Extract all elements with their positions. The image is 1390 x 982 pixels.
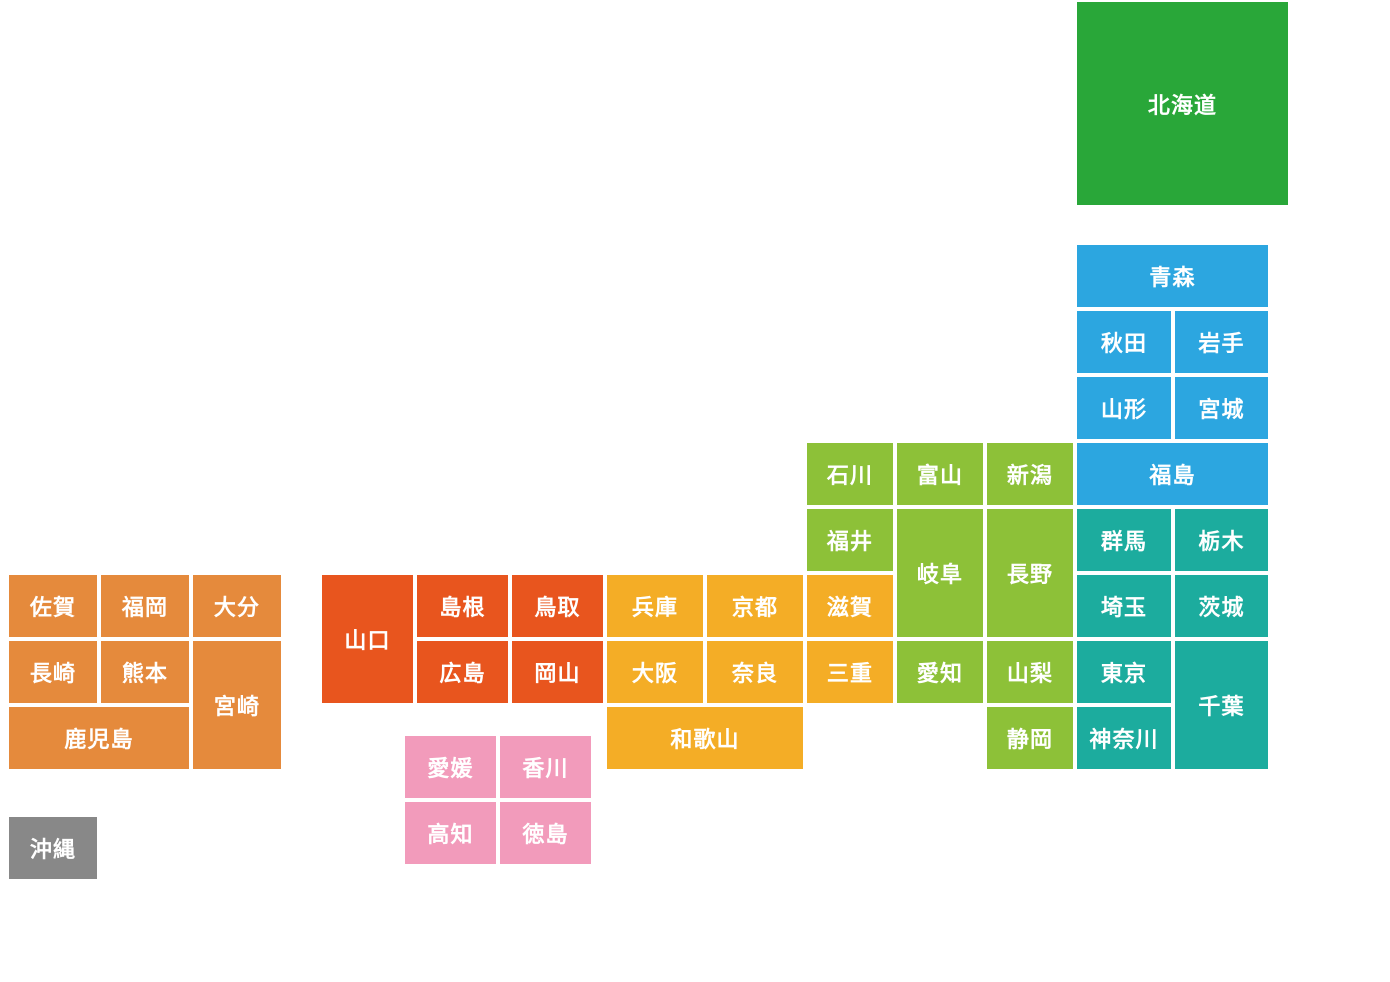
prefecture-kyoto[interactable]: 京都 <box>705 573 805 639</box>
prefecture-hiroshima[interactable]: 広島 <box>415 639 510 705</box>
prefecture-akita[interactable]: 秋田 <box>1075 309 1173 375</box>
prefecture-label: 三重 <box>827 656 873 688</box>
prefecture-label: 岩手 <box>1198 326 1244 358</box>
prefecture-saitama[interactable]: 埼玉 <box>1075 573 1173 639</box>
prefecture-label: 大阪 <box>632 656 678 688</box>
prefecture-gunma[interactable]: 群馬 <box>1075 507 1173 573</box>
prefecture-label: 京都 <box>732 590 778 622</box>
prefecture-label: 宮崎 <box>214 689 260 721</box>
prefecture-okayama[interactable]: 岡山 <box>510 639 605 705</box>
prefecture-label: 香川 <box>522 751 568 783</box>
prefecture-label: 鹿児島 <box>64 722 133 754</box>
prefecture-label: 神奈川 <box>1089 722 1158 754</box>
prefecture-tochigi[interactable]: 栃木 <box>1173 507 1270 573</box>
prefecture-label: 長崎 <box>30 656 76 688</box>
prefecture-label: 山梨 <box>1007 656 1053 688</box>
prefecture-label: 茨城 <box>1198 590 1244 622</box>
prefecture-aomori[interactable]: 青森 <box>1075 243 1270 309</box>
prefecture-saga[interactable]: 佐賀 <box>7 573 99 639</box>
prefecture-label: 奈良 <box>732 656 778 688</box>
prefecture-nagano[interactable]: 長野 <box>985 507 1075 639</box>
prefecture-gifu[interactable]: 岐阜 <box>895 507 985 639</box>
prefecture-label: 滋賀 <box>827 590 873 622</box>
prefecture-label: 埼玉 <box>1101 590 1147 622</box>
prefecture-label: 栃木 <box>1198 524 1244 556</box>
prefecture-ishikawa[interactable]: 石川 <box>805 441 895 507</box>
japan-prefecture-tilemap: 北海道青森秋田 岩手山形 宮城福島群馬 栃木埼玉 茨城東京千葉神奈川 石川 富山 新潟福井岐阜… <box>0 0 1390 982</box>
prefecture-label: 徳島 <box>522 817 568 849</box>
prefecture-label: 佐賀 <box>30 590 76 622</box>
prefecture-label: 兵庫 <box>632 590 678 622</box>
prefecture-aichi[interactable]: 愛知 <box>895 639 985 705</box>
prefecture-yamanashi[interactable]: 山梨 <box>985 639 1075 705</box>
prefecture-label: 石川 <box>827 458 873 490</box>
prefecture-label: 静岡 <box>1007 722 1053 754</box>
prefecture-iwate[interactable]: 岩手 <box>1173 309 1270 375</box>
prefecture-mie[interactable]: 三重 <box>805 639 895 705</box>
prefecture-kagoshima[interactable]: 鹿児島 <box>7 705 191 771</box>
prefecture-fukuoka[interactable]: 福岡 <box>99 573 191 639</box>
prefecture-kochi[interactable]: 高知 <box>403 800 498 866</box>
prefecture-hyogo[interactable]: 兵庫 <box>605 573 705 639</box>
prefecture-toyama[interactable]: 富山 <box>895 441 985 507</box>
prefecture-wakayama[interactable]: 和歌山 <box>605 705 805 771</box>
prefecture-hokkaido[interactable]: 北海道 <box>1075 0 1290 207</box>
prefecture-nara[interactable]: 奈良 <box>705 639 805 705</box>
prefecture-label: 群馬 <box>1101 524 1147 556</box>
prefecture-shiga[interactable]: 滋賀 <box>805 573 895 639</box>
prefecture-label: 愛媛 <box>427 751 473 783</box>
prefecture-label: 鳥取 <box>534 590 580 622</box>
prefecture-label: 山口 <box>344 623 390 655</box>
prefecture-label: 宮城 <box>1198 392 1244 424</box>
prefecture-label: 大分 <box>214 590 260 622</box>
prefecture-ehime[interactable]: 愛媛 <box>403 734 498 800</box>
prefecture-shizuoka[interactable]: 静岡 <box>985 705 1075 771</box>
prefecture-shimane[interactable]: 島根 <box>415 573 510 639</box>
prefecture-label: 千葉 <box>1198 689 1244 721</box>
prefecture-label: 福井 <box>827 524 873 556</box>
prefecture-label: 青森 <box>1149 260 1195 292</box>
prefecture-okinawa[interactable]: 沖縄 <box>7 815 99 881</box>
prefecture-label: 沖縄 <box>30 832 76 864</box>
prefecture-miyagi[interactable]: 宮城 <box>1173 375 1270 441</box>
prefecture-label: 長野 <box>1007 557 1053 589</box>
prefecture-fukui[interactable]: 福井 <box>805 507 895 573</box>
prefecture-kumamoto[interactable]: 熊本 <box>99 639 191 705</box>
prefecture-niigata[interactable]: 新潟 <box>985 441 1075 507</box>
prefecture-label: 北海道 <box>1148 88 1217 120</box>
prefecture-label: 和歌山 <box>670 722 739 754</box>
prefecture-label: 岐阜 <box>917 557 963 589</box>
prefecture-label: 福岡 <box>122 590 168 622</box>
prefecture-yamaguchi[interactable]: 山口 <box>320 573 415 705</box>
prefecture-chiba[interactable]: 千葉 <box>1173 639 1270 771</box>
prefecture-label: 富山 <box>917 458 963 490</box>
prefecture-kagawa[interactable]: 香川 <box>498 734 593 800</box>
prefecture-label: 福島 <box>1149 458 1195 490</box>
prefecture-fukushima[interactable]: 福島 <box>1075 441 1270 507</box>
prefecture-ibaraki[interactable]: 茨城 <box>1173 573 1270 639</box>
prefecture-tottori[interactable]: 鳥取 <box>510 573 605 639</box>
prefecture-label: 東京 <box>1101 656 1147 688</box>
prefecture-nagasaki[interactable]: 長崎 <box>7 639 99 705</box>
prefecture-oita[interactable]: 大分 <box>191 573 283 639</box>
prefecture-label: 新潟 <box>1007 458 1053 490</box>
prefecture-label: 愛知 <box>917 656 963 688</box>
prefecture-osaka[interactable]: 大阪 <box>605 639 705 705</box>
prefecture-label: 岡山 <box>534 656 580 688</box>
prefecture-label: 熊本 <box>122 656 168 688</box>
prefecture-label: 秋田 <box>1101 326 1147 358</box>
prefecture-label: 島根 <box>439 590 485 622</box>
prefecture-label: 山形 <box>1101 392 1147 424</box>
prefecture-kanagawa[interactable]: 神奈川 <box>1075 705 1173 771</box>
prefecture-yamagata[interactable]: 山形 <box>1075 375 1173 441</box>
prefecture-miyazaki[interactable]: 宮崎 <box>191 639 283 771</box>
prefecture-tokyo[interactable]: 東京 <box>1075 639 1173 705</box>
prefecture-label: 高知 <box>427 817 473 849</box>
prefecture-label: 広島 <box>439 656 485 688</box>
prefecture-tokushima[interactable]: 徳島 <box>498 800 593 866</box>
